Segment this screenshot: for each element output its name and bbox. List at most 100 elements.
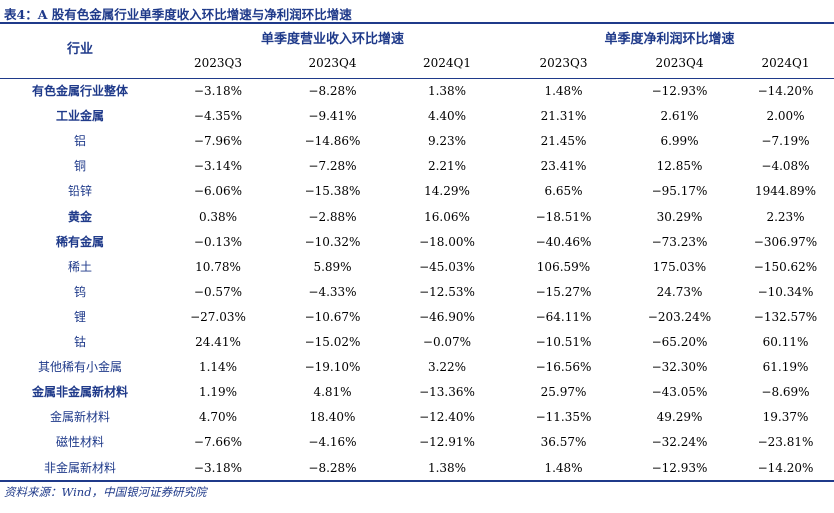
table-cell: 18.40% <box>309 410 356 425</box>
table-cell: −32.24% <box>651 435 708 450</box>
table-cell: 4.40% <box>427 109 467 124</box>
source-note: 资料来源：Wind，中国银河证券研究院 <box>4 485 207 499</box>
table-cell: 60.11% <box>762 335 809 349</box>
table-cell: 4.70% <box>198 410 238 425</box>
table-row: 钨 −0.57% −4.33% −12.53% −15.27% 24.73% −10.34% <box>0 280 834 305</box>
table-cell: 0.38% <box>198 209 238 224</box>
table-cell: −46.90% <box>419 309 475 324</box>
table-cell: −32.30% <box>651 360 708 375</box>
table-row: 非金属新材料 −3.18% −8.28% 1.38% 1.48% −12.93% −14.2… <box>0 456 834 481</box>
bottom-rule <box>0 480 834 482</box>
table-cell: 5.89% <box>313 259 352 274</box>
table-cell: 1.38% <box>427 84 467 98</box>
row-label: 金属新材料 <box>49 410 110 425</box>
table-row: 其他稀有小金属 1.14% −19.10% 3.22% −16.56% −32.30% 61… <box>0 355 834 380</box>
row-label: 其他稀有小金属 <box>37 360 122 375</box>
subheader-profit-2024q1: 2024Q1 <box>761 56 810 70</box>
header-industry: 行业 <box>66 42 93 57</box>
row-label: 铅锌 <box>67 184 92 199</box>
table-row: 铅锌 −6.06% −15.38% 14.29% 6.65% −95.17% 1944.89… <box>0 179 834 204</box>
table-cell: −3.18% <box>193 460 243 475</box>
table-cell: −64.11% <box>535 309 592 324</box>
top-rule <box>0 22 834 24</box>
row-label: 钨 <box>73 284 86 299</box>
table-row: 黄金 0.38% −2.88% 16.06% −18.51% 30.29% 2.23% <box>0 205 834 230</box>
table-cell: 2.00% <box>766 109 805 124</box>
table-cell: −12.40% <box>419 410 475 425</box>
table-cell: −8.69% <box>761 385 810 400</box>
table-cell: −4.16% <box>308 435 357 450</box>
table-cell: −14.20% <box>757 84 814 98</box>
table-cell: −7.19% <box>761 134 810 149</box>
table-cell: 6.65% <box>544 184 583 199</box>
row-label: 铝 <box>73 134 86 149</box>
table-cell: −3.14% <box>193 159 243 174</box>
table-row: 铜 −3.14% −7.28% 2.21% 23.41% 12.85% −4.08% <box>0 154 834 179</box>
table-cell: 23.41% <box>540 159 587 174</box>
header-revenue-group: 单季度营业收入环比增速 <box>260 32 404 47</box>
row-label: 金属非金属新材料 <box>31 385 128 400</box>
table-cell: −14.20% <box>757 460 814 475</box>
table-cell: −4.35% <box>193 109 243 124</box>
row-label: 工业金属 <box>55 109 104 124</box>
header-profit-group: 单季度净利润环比增速 <box>604 32 735 47</box>
table-row: 锂 −27.03% −10.67% −46.90% −64.11% −203.24% −13… <box>0 305 834 330</box>
table-cell: 10.78% <box>195 259 241 274</box>
table-cell: 1944.89% <box>754 184 817 199</box>
table-cell: 2.23% <box>766 209 805 224</box>
table-cell: −0.13% <box>193 234 243 249</box>
table-row: 金属非金属新材料 1.19% 4.81% −13.36% 25.97% −43.05% −8… <box>0 380 834 405</box>
table-row: 稀土 10.78% 5.89% −45.03% 106.59% 175.03% −150.6… <box>0 255 834 280</box>
table-cell: −0.07% <box>422 335 472 349</box>
table-cell: 49.29% <box>656 410 703 425</box>
table-cell: 1.48% <box>544 84 583 98</box>
table-cell: 175.03% <box>652 259 707 274</box>
table-cell: −7.66% <box>193 435 243 450</box>
table-cell: −15.27% <box>535 284 592 299</box>
table-cell: 25.97% <box>540 385 587 400</box>
table-cell: −10.67% <box>304 309 361 324</box>
table-cell: −11.35% <box>535 410 592 425</box>
table-cell: 36.57% <box>540 435 587 450</box>
subheader-profit-2023q3: 2023Q3 <box>539 56 588 70</box>
table-cell: −12.93% <box>651 460 708 475</box>
row-label: 钴 <box>73 335 86 349</box>
table-cell: −132.57% <box>753 309 818 324</box>
row-label: 磁性材料 <box>55 435 104 450</box>
table-cell: −18.51% <box>535 209 592 224</box>
table-cell: 9.23% <box>427 134 467 149</box>
table-cell: −18.00% <box>419 234 475 249</box>
table-cell: −8.28% <box>308 460 357 475</box>
table-cell: −7.28% <box>308 159 357 174</box>
table-cell: −10.32% <box>304 234 361 249</box>
table-cell: 1.19% <box>198 385 238 400</box>
table-cell: 16.06% <box>424 209 470 224</box>
table-title: 表4：A 股有色金属行业单季度收入环比增速与净利润环比增速 <box>4 7 352 22</box>
row-label: 稀有金属 <box>55 234 104 249</box>
table-cell: −3.18% <box>193 84 243 98</box>
row-label: 稀土 <box>67 259 92 274</box>
table-cell: −203.24% <box>647 309 712 324</box>
subheader-profit-2023q4: 2023Q4 <box>655 56 704 70</box>
table-row: 金属新材料 4.70% 18.40% −12.40% −11.35% 49.29% 19.3… <box>0 405 834 430</box>
table-cell: −4.08% <box>761 159 810 174</box>
subheader-revenue-2024q1: 2024Q1 <box>422 56 471 70</box>
table-cell: −23.81% <box>757 435 814 450</box>
table-cell: −10.34% <box>757 284 814 299</box>
table-cell: −2.88% <box>308 209 357 224</box>
table-cell: −73.23% <box>651 234 708 249</box>
row-label: 黄金 <box>67 209 92 224</box>
subheader-revenue-2023q4: 2023Q4 <box>308 56 357 70</box>
table-cell: 106.59% <box>536 259 591 274</box>
table-cell: 24.73% <box>656 284 703 299</box>
row-label: 非金属新材料 <box>43 460 116 475</box>
table-cell: −4.33% <box>308 284 357 299</box>
table-cell: −16.56% <box>535 360 592 375</box>
table-cell: −13.36% <box>419 385 475 400</box>
table-cell: 3.22% <box>427 360 467 375</box>
table-cell: −95.17% <box>651 184 708 199</box>
table-cell: 4.81% <box>313 385 352 400</box>
table-cell: −12.91% <box>419 435 475 450</box>
table-cell: 14.29% <box>424 184 470 199</box>
table-row: 磁性材料 −7.66% −4.16% −12.91% 36.57% −32.24% −23.… <box>0 430 834 455</box>
